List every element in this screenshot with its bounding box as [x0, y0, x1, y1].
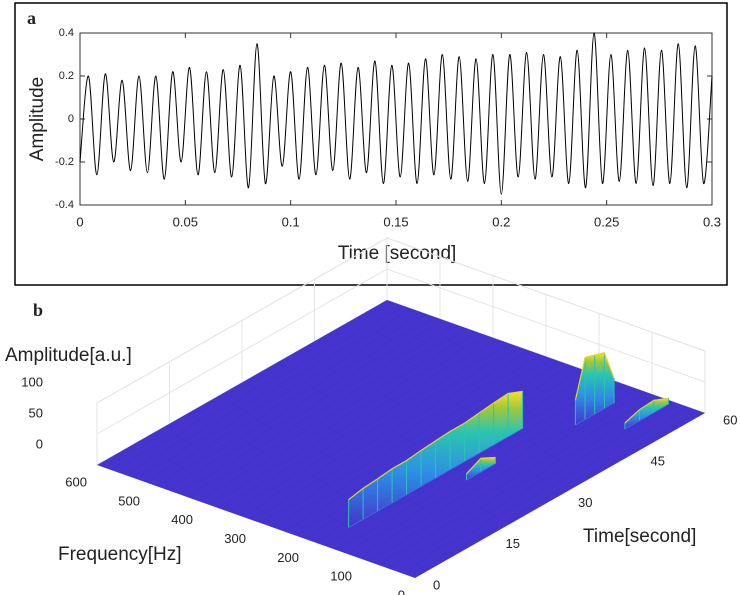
floor-texture — [128, 311, 419, 477]
floor-texture — [351, 390, 642, 556]
frequency-mark — [466, 463, 496, 481]
x-tick-label: 300 — [224, 531, 246, 546]
x-tick-label: 400 — [171, 512, 193, 527]
x-tick-label: 0.1 — [282, 214, 300, 229]
z-tick-label: 100 — [21, 374, 43, 389]
floor-texture — [361, 393, 653, 560]
floor-texture — [224, 344, 515, 511]
y-tick-label: 0.2 — [59, 70, 74, 82]
floor-texture — [213, 341, 504, 507]
y-axis-label: Time[second] — [583, 526, 696, 547]
panel-label: a — [27, 8, 36, 28]
floor-texture — [245, 352, 536, 518]
z-axis-label: Amplitude[a.u.] — [5, 345, 132, 366]
x-tick-label: 500 — [118, 493, 140, 508]
y-tick-label: 0.4 — [59, 27, 74, 39]
x-tick-label: 0 — [398, 587, 405, 595]
ridge-crest — [624, 397, 669, 424]
x-tick-label: 0.2 — [492, 214, 510, 229]
floor-texture — [181, 329, 472, 496]
y-axis-label: Amplitude — [27, 77, 48, 162]
z-tick-label: 0 — [36, 436, 43, 451]
x-tick-label: 600 — [65, 474, 87, 489]
ridge-crest — [574, 352, 615, 401]
frequency-mark — [575, 402, 615, 426]
floor-texture — [255, 356, 547, 522]
y-tick-label: 60 — [723, 412, 737, 427]
signal-line — [79, 32, 713, 195]
x-tick-label: 0 — [76, 214, 83, 229]
floor-texture — [202, 337, 494, 503]
y-tick-label: 0 — [433, 577, 440, 592]
x-tick-label: 0.15 — [383, 214, 408, 229]
x-tick-label: 0.25 — [594, 214, 619, 229]
x-axis-label: Time [second] — [338, 243, 457, 264]
y-tick-label: 30 — [578, 495, 592, 510]
ridge-crest — [348, 390, 523, 501]
y-tick-label: 0 — [68, 113, 74, 125]
floor-texture — [234, 348, 525, 515]
floor-texture — [372, 397, 663, 564]
x-tick-label: 0.05 — [173, 214, 198, 229]
frequency-mark — [624, 404, 669, 430]
x-axis-label: Frequency[Hz] — [58, 544, 182, 565]
z-tick-label: 50 — [29, 405, 43, 420]
floor-texture — [393, 405, 684, 571]
floor-texture — [266, 360, 557, 526]
panel-frame — [14, 2, 728, 286]
floor-texture — [160, 322, 451, 488]
y-tick-label: 45 — [651, 454, 665, 469]
floor-texture — [149, 318, 441, 485]
frequency-mark — [348, 428, 523, 528]
floor-texture — [118, 307, 409, 473]
x-tick-label: 200 — [277, 550, 299, 565]
x-tick-label: 100 — [330, 569, 352, 584]
floor-texture — [107, 303, 398, 469]
x-tick-label: 0.3 — [703, 214, 721, 229]
ridge-crest — [466, 456, 496, 475]
floor-texture — [171, 326, 462, 492]
y-tick-label: -0.4 — [55, 199, 74, 211]
floor-texture — [192, 333, 483, 500]
floor-texture — [404, 409, 695, 575]
panel-label: b — [33, 300, 43, 320]
y-tick-label: -0.2 — [55, 156, 74, 168]
floor-texture — [139, 314, 430, 481]
y-tick-label: 15 — [506, 536, 520, 551]
